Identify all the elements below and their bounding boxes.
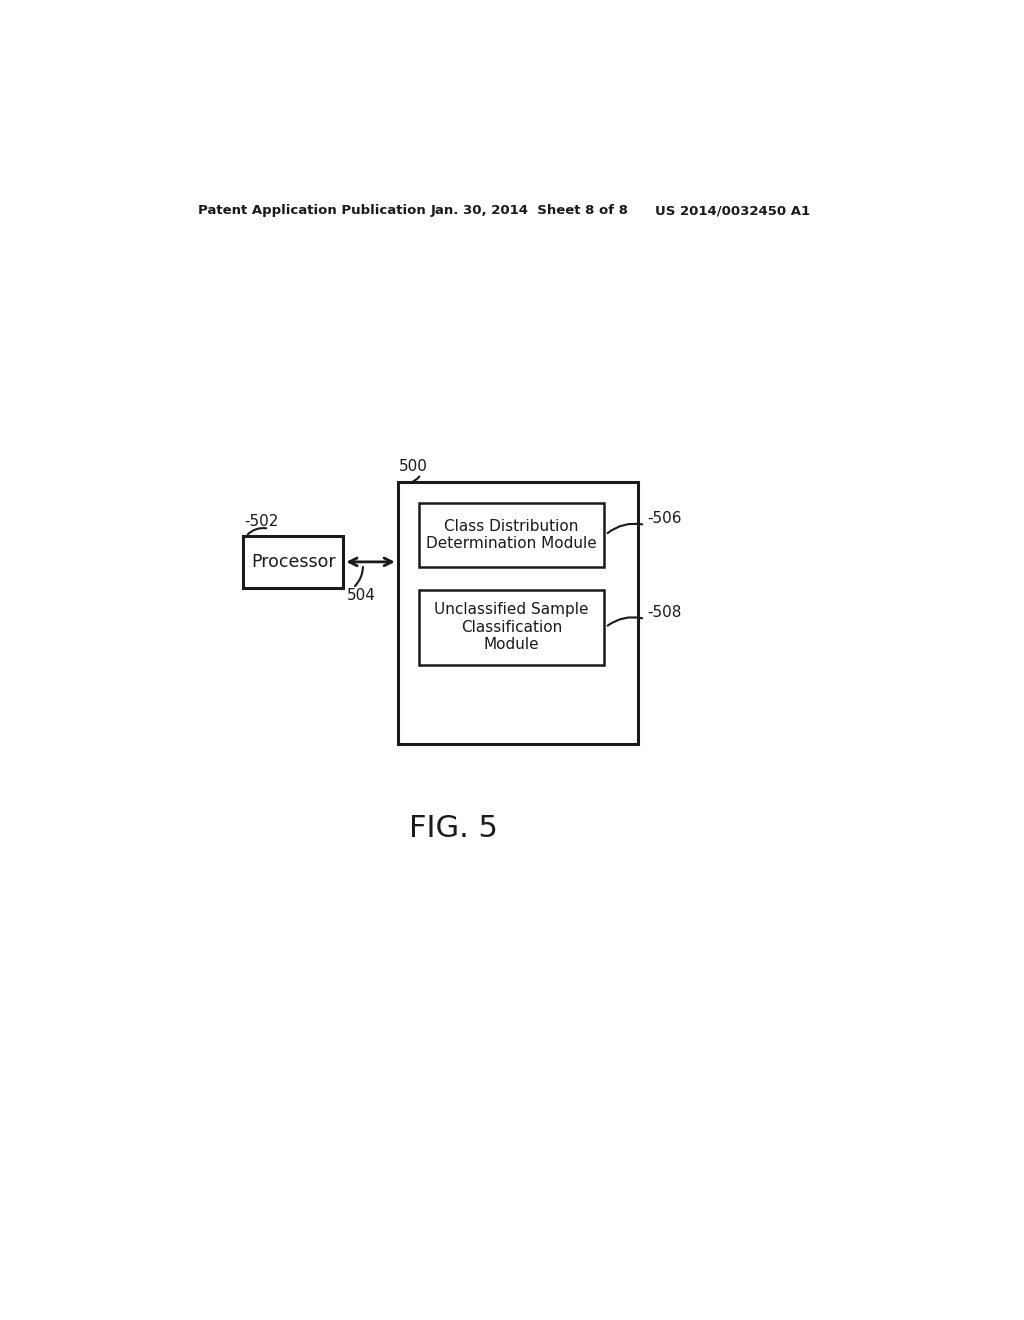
Text: Patent Application Publication: Patent Application Publication (198, 205, 426, 218)
Text: Unclassified Sample
Classification
Module: Unclassified Sample Classification Modul… (434, 602, 589, 652)
Text: FIG. 5: FIG. 5 (409, 814, 498, 842)
Text: Class Distribution
Determination Module: Class Distribution Determination Module (426, 519, 597, 552)
Bar (397, 482, 638, 743)
Bar (420, 503, 604, 566)
Text: US 2014/0032450 A1: US 2014/0032450 A1 (655, 205, 810, 218)
Text: Processor: Processor (251, 553, 336, 570)
Text: 504: 504 (346, 589, 376, 603)
Bar (243, 536, 343, 589)
Text: Jan. 30, 2014  Sheet 8 of 8: Jan. 30, 2014 Sheet 8 of 8 (430, 205, 629, 218)
Text: -508: -508 (647, 605, 682, 620)
Text: -506: -506 (647, 511, 682, 527)
Bar (420, 590, 604, 665)
Text: -502: -502 (245, 515, 279, 529)
Text: 500: 500 (399, 459, 428, 474)
